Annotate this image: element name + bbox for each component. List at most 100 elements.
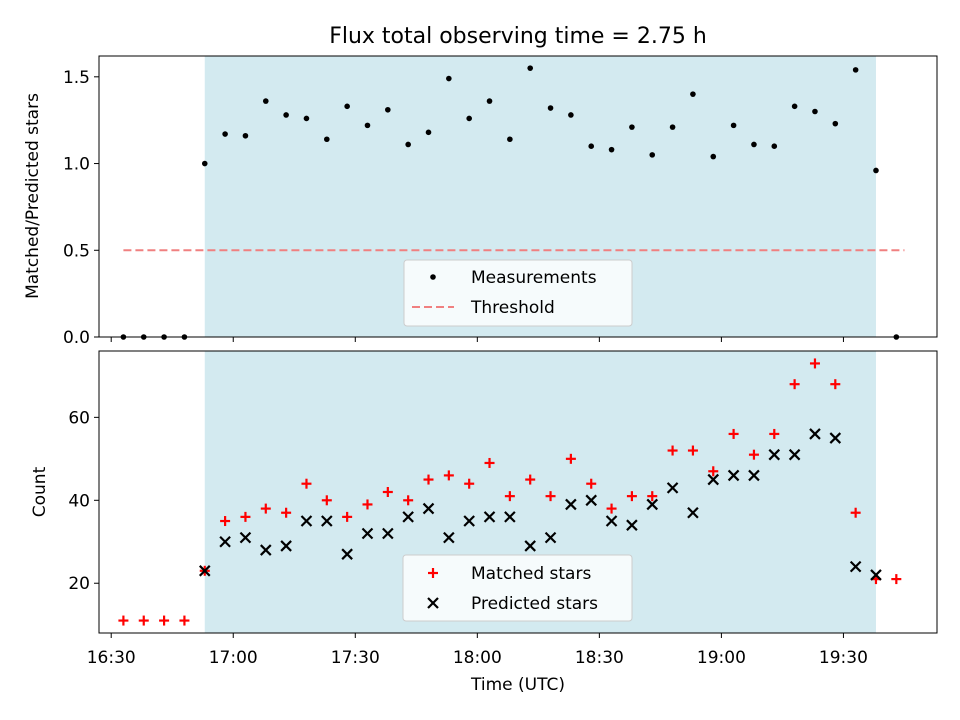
measurement-point: [364, 122, 371, 129]
measurement-point: [201, 160, 208, 167]
matched-stars-point: [403, 495, 414, 506]
predicted-stars-point: [361, 527, 374, 540]
matched-stars-point: [301, 478, 312, 489]
matched-stars-point: [606, 503, 617, 514]
predicted-stars-point: [280, 540, 292, 552]
predicted-stars-point: [626, 519, 638, 531]
legend-measurements-label: Measurements: [471, 268, 597, 288]
measurement-point: [283, 112, 289, 118]
predicted-stars-point: [239, 531, 252, 544]
measurement-point: [527, 65, 534, 71]
matched-stars-point: [525, 474, 536, 485]
top-legend-box: [403, 259, 633, 327]
matched-stars-point: [281, 507, 292, 518]
measurement-point: [507, 136, 513, 143]
measurement-point: [669, 124, 676, 130]
measurement-point: [608, 146, 615, 153]
x-tick-label: 17:00: [209, 648, 258, 668]
x-tick-label: 19:00: [697, 648, 746, 668]
matched-stars-point: [789, 379, 800, 390]
x-axis-label: Time (UTC): [470, 675, 565, 695]
legend-predicted-marker: [427, 597, 439, 609]
y-tick-label: 0.5: [63, 241, 90, 261]
x-tick-label: 18:00: [453, 648, 502, 668]
matched-stars-point: [179, 615, 190, 626]
bottom-axes-frame: [98, 350, 938, 634]
measurement-point: [832, 120, 839, 127]
matched-stars-point: [342, 511, 353, 522]
predicted-stars-point: [809, 428, 821, 440]
top-y-axis-label: Matched/Predicted stars: [23, 93, 43, 299]
measurement-point: [771, 143, 778, 149]
predicted-stars-point: [707, 473, 720, 486]
measurement-point: [690, 91, 696, 97]
matched-stars-point: [464, 478, 475, 489]
matched-stars-point: [443, 470, 454, 481]
x-tick-label: 19:30: [819, 648, 868, 668]
predicted-stars-point: [300, 515, 313, 527]
bottom-legend: Matched stars Predicted stars: [402, 554, 633, 622]
predicted-stars-point: [382, 527, 394, 540]
matched-stars-point: [321, 495, 332, 506]
measurement-point: [262, 98, 269, 104]
measurement-point: [344, 103, 350, 110]
predicted-stars-point: [504, 511, 516, 523]
matched-stars-point: [769, 428, 780, 439]
matched-stars-point: [565, 453, 576, 464]
predicted-stars-point: [341, 548, 353, 560]
x-tick-label: 17:30: [331, 648, 380, 668]
measurement-point: [852, 67, 859, 73]
matched-stars-point: [708, 466, 719, 477]
measurement-point: [425, 129, 432, 136]
measurement-point: [710, 153, 717, 160]
predicted-stars-point: [219, 535, 231, 548]
predicted-stars-point: [443, 531, 455, 544]
bottom-legend-box: [402, 554, 633, 622]
measurement-point: [568, 112, 574, 118]
measurement-point: [629, 124, 635, 130]
y-tick-label: 0.0: [63, 328, 90, 348]
top-axes-frame: [98, 55, 938, 338]
predicted-stars-point: [727, 469, 740, 482]
predicted-stars-point: [260, 544, 272, 556]
top-legend: Measurements Threshold: [403, 259, 633, 327]
predicted-stars-point: [565, 498, 577, 511]
measurement-point: [547, 105, 554, 111]
x-tick-label: 18:30: [575, 648, 624, 668]
matched-stars-point: [809, 358, 820, 369]
x-tick-label: 16:30: [87, 648, 136, 668]
measurement-point: [486, 98, 493, 104]
matched-stars-point: [748, 449, 759, 460]
y-tick-label: 20: [68, 574, 90, 594]
measurement-point: [873, 167, 879, 174]
predicted-stars-point: [198, 565, 211, 577]
predicted-stars-point: [605, 515, 618, 527]
chart-title: Flux total observing time = 2.75 h: [329, 24, 707, 49]
measurement-point: [791, 103, 798, 110]
matched-stars-point: [362, 499, 373, 510]
matched-stars-point: [667, 445, 678, 456]
y-tick-label: 60: [68, 408, 90, 428]
measurement-point: [303, 115, 310, 122]
measurement-point: [588, 143, 595, 149]
legend-matched-label: Matched stars: [471, 564, 591, 584]
matched-stars-point: [138, 615, 149, 626]
predicted-stars-point: [748, 469, 760, 482]
bottom-panel: 20 40 60 16:30 17:00 17:30 18:00 18:30 19:00 19:3…: [30, 350, 938, 695]
predicted-stars-point: [768, 448, 781, 461]
predicted-stars-point: [687, 506, 699, 519]
predicted-stars-point: [422, 502, 435, 515]
matched-stars-point: [240, 511, 251, 522]
matched-stars-point: [586, 478, 597, 489]
predicted-stars-point: [870, 569, 882, 581]
measurement-point: [385, 106, 391, 113]
matched-stars-point: [423, 474, 434, 485]
bottom-y-axis-label: Count: [30, 466, 50, 517]
predicted-stars-point: [544, 531, 557, 544]
legend-matched-marker: [428, 568, 438, 578]
measurement-point: [405, 141, 411, 148]
predicted-stars-point: [483, 511, 496, 523]
measurement-point: [446, 75, 452, 82]
measurement-point: [466, 115, 472, 122]
y-tick-label: 1.0: [63, 155, 90, 175]
